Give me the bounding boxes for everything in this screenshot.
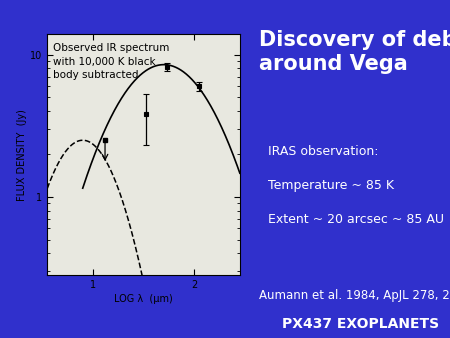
Text: Temperature ~ 85 K: Temperature ~ 85 K <box>268 179 394 192</box>
Text: PX437 EXOPLANETS: PX437 EXOPLANETS <box>282 317 439 331</box>
Text: Extent ~ 20 arcsec ~ 85 AU: Extent ~ 20 arcsec ~ 85 AU <box>268 213 444 226</box>
X-axis label: LOG λ  (μm): LOG λ (μm) <box>114 294 173 305</box>
Text: Observed IR spectrum
with 10,000 K black
body subtracted: Observed IR spectrum with 10,000 K black… <box>53 44 169 80</box>
Text: Aumann et al. 1984, ApJL 278, 23: Aumann et al. 1984, ApJL 278, 23 <box>259 289 450 302</box>
Text: IRAS observation:: IRAS observation: <box>268 145 378 158</box>
Y-axis label: FLUX DENSITY  (Jy): FLUX DENSITY (Jy) <box>18 109 27 200</box>
Text: Discovery of debris
around Vega: Discovery of debris around Vega <box>259 30 450 74</box>
